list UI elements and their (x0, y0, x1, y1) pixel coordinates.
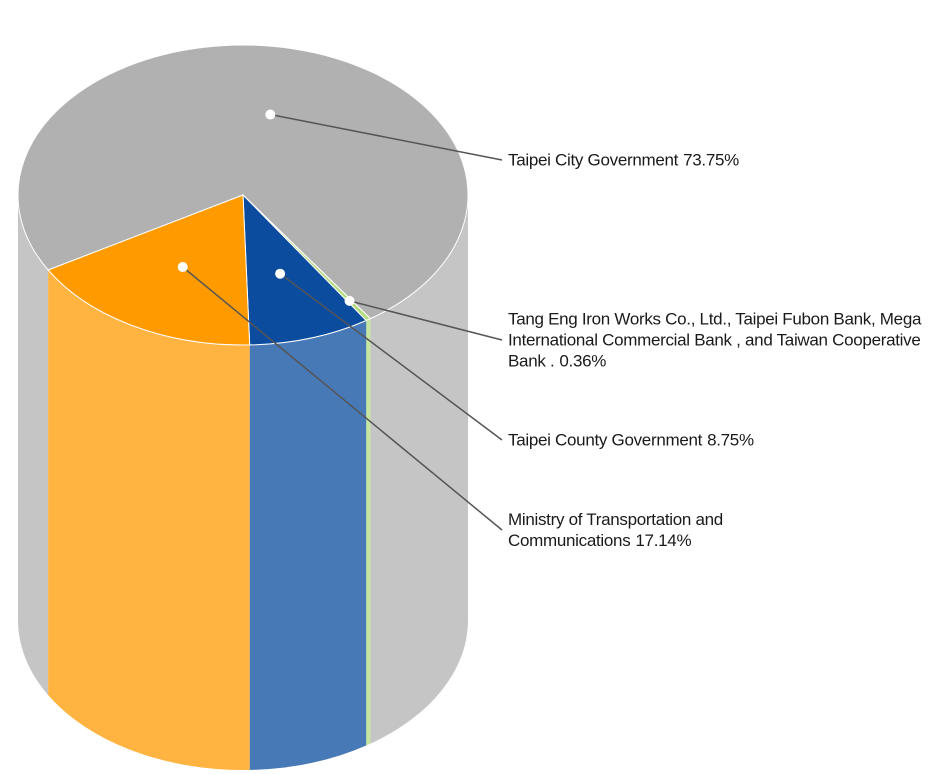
slice-side (370, 195, 468, 744)
slice (242, 193, 368, 346)
category-label: Taipei County Government (508, 430, 703, 450)
slice-side (18, 195, 49, 695)
category-label: Ministry of Transportation and Communica… (508, 510, 723, 550)
category-label: Tang Eng Iron Works Co., Ltd., Taipei Fu… (508, 309, 922, 371)
slice-side (48, 270, 250, 770)
leader-dot (265, 109, 276, 120)
slice (17, 44, 469, 320)
slice (47, 194, 251, 346)
value-label: 17.14% (635, 531, 692, 550)
leader-dot (344, 295, 355, 306)
value-label: 73.75% (683, 150, 739, 170)
value-label: 0.36% (559, 351, 607, 371)
leader-line (279, 273, 503, 441)
slice-label: Taipei County Government 8.75% (508, 430, 908, 451)
leader-line (182, 266, 503, 531)
value-label: 8.75% (707, 430, 754, 450)
slice-label: Taipei City Government 73.75% (508, 150, 908, 171)
slice-side (366, 318, 371, 746)
slice-label: Ministry of Transportation and Communica… (508, 509, 748, 551)
leader-dot (275, 268, 286, 279)
leader-dot (177, 262, 188, 273)
slice-side (249, 320, 367, 770)
leader-line (349, 300, 503, 341)
leader-line (270, 113, 503, 161)
slice-label: Tang Eng Iron Works Co., Ltd., Taipei Fu… (508, 309, 928, 372)
category-label: Taipei City Government (508, 150, 679, 170)
